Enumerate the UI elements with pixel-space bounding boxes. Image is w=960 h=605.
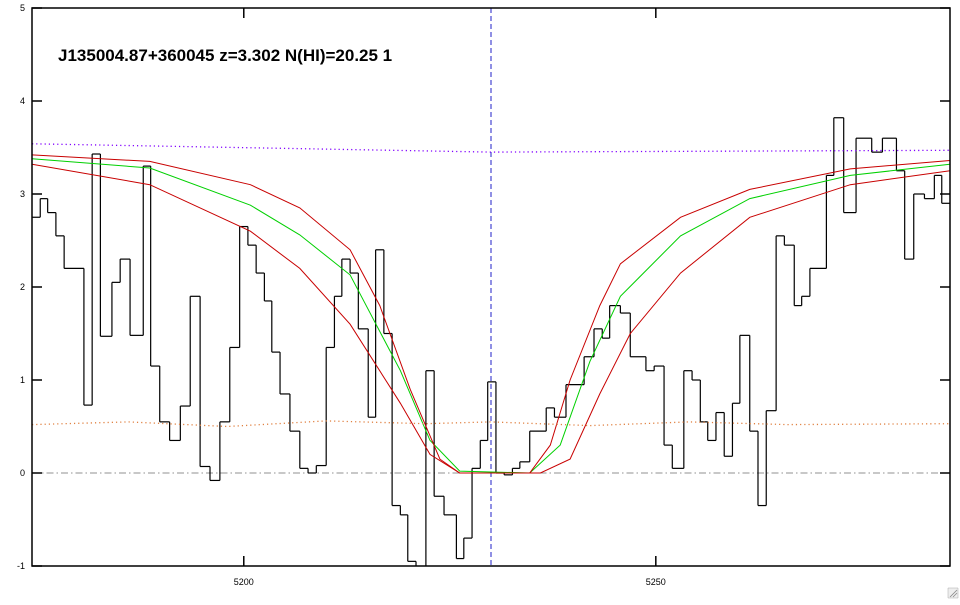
y-tick-label: 5	[20, 3, 25, 13]
y-tick-label: -1	[17, 561, 25, 571]
x-tick-label: 5200	[234, 577, 254, 587]
model-curve	[32, 158, 950, 474]
model-curve	[32, 163, 950, 474]
model-curve	[32, 420, 950, 428]
plot-frame	[31, 7, 951, 567]
y-tick-label: 4	[20, 96, 25, 106]
chart-title: J135004.87+360045 z=3.302 N(HI)=20.25 1	[58, 46, 392, 65]
plot-area	[32, 8, 950, 566]
x-tick-label: 5250	[646, 577, 666, 587]
y-tick-label: 2	[20, 282, 25, 292]
resize-grip	[947, 587, 959, 599]
y-tick-label: 1	[20, 375, 25, 385]
y-tick-label: 3	[20, 189, 25, 199]
y-tick-label: 0	[20, 468, 25, 478]
model-curve	[32, 143, 950, 153]
